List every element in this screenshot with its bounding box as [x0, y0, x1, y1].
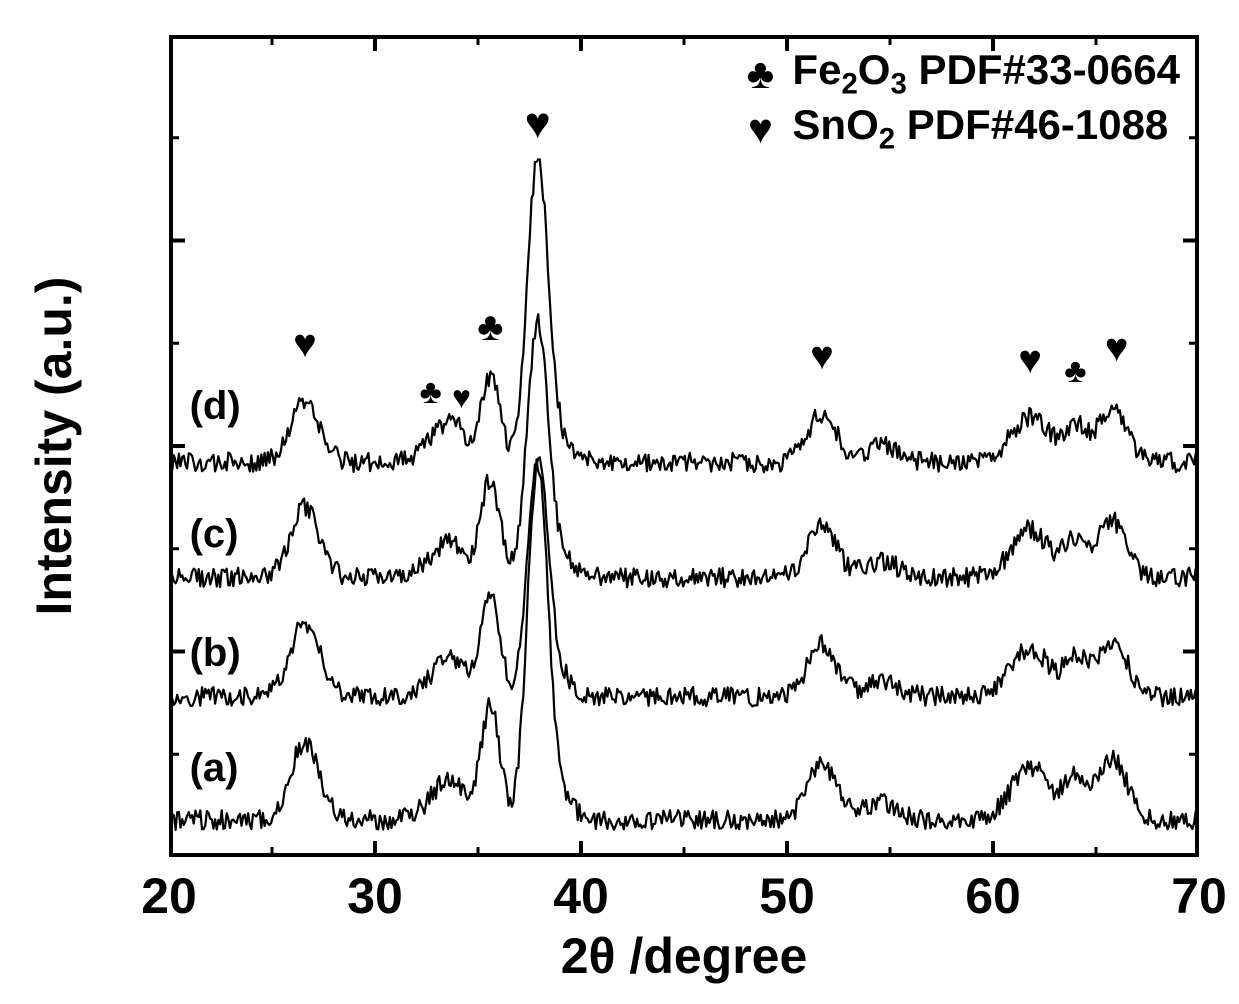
x-axis-label: 2θ /degree — [561, 927, 808, 985]
club-icon: ♣ — [419, 375, 441, 409]
heart-icon: ♥ — [452, 381, 471, 413]
plot-area — [169, 35, 1199, 857]
legend-entry-heart: ♥ SnO2 PDF#46-1088 — [740, 101, 1180, 156]
x-tick-label: 50 — [759, 867, 815, 925]
x-tick-label: 60 — [965, 867, 1021, 925]
heart-icon: ♥ — [1105, 328, 1129, 368]
x-tick-label: 30 — [347, 867, 403, 925]
heart-icon: ♥ — [525, 102, 551, 146]
club-icon: ♣ — [1064, 354, 1086, 388]
heart-icon: ♥ — [810, 336, 834, 376]
trace-label: (d) — [190, 384, 241, 429]
club-icon: ♣ — [740, 53, 780, 95]
trace-label: (a) — [190, 746, 239, 791]
x-tick-label: 70 — [1171, 867, 1227, 925]
legend-label: Fe2O3 PDF#33-0664 — [792, 46, 1180, 101]
x-tick-label: 40 — [553, 867, 609, 925]
legend-entry-club: ♣ Fe2O3 PDF#33-0664 — [740, 46, 1180, 101]
heart-icon: ♥ — [740, 108, 780, 150]
x-tick-label: 20 — [141, 867, 197, 925]
heart-icon: ♥ — [293, 324, 317, 364]
legend-label: SnO2 PDF#46-1088 — [792, 101, 1168, 156]
legend: ♣ Fe2O3 PDF#33-0664 ♥ SnO2 PDF#46-1088 — [740, 46, 1180, 157]
y-axis-label: Intensity (a.u.) — [25, 277, 83, 616]
club-icon: ♣ — [477, 307, 503, 347]
trace-label: (c) — [190, 512, 239, 557]
heart-icon: ♥ — [1018, 340, 1042, 380]
trace-label: (b) — [190, 631, 241, 676]
